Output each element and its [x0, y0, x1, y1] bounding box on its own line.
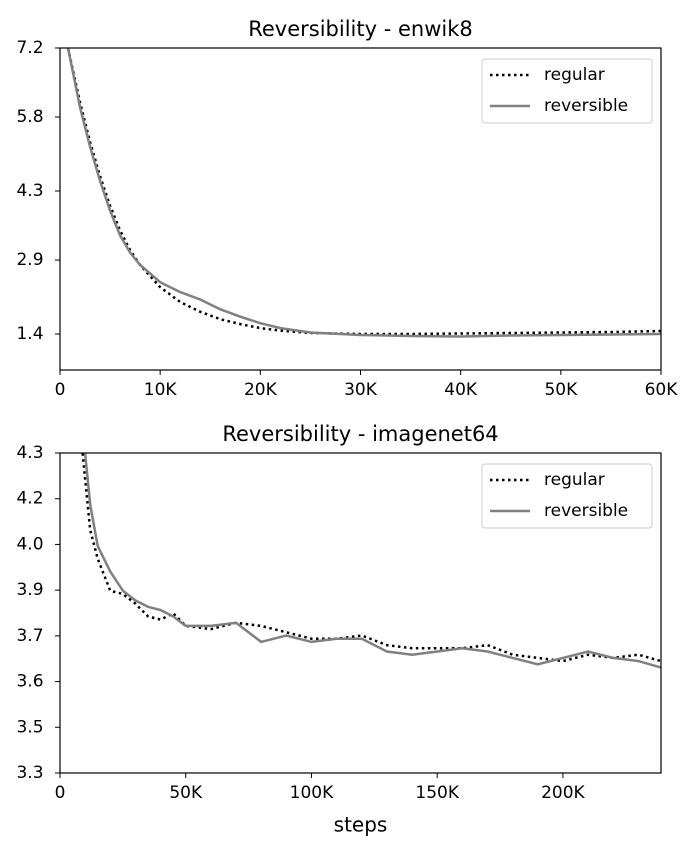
y-tick-label: 7.2	[16, 38, 43, 58]
legend-label: regular	[544, 65, 605, 85]
plot-frame	[59, 452, 662, 774]
y-tick-label: 2.9	[16, 250, 43, 270]
x-tick-label: 40K	[444, 380, 478, 400]
x-tick-label: 10K	[144, 380, 178, 400]
x-tick-label: 20K	[244, 380, 278, 400]
y-tick-label: 4.2	[16, 489, 43, 509]
series-line	[66, 48, 661, 338]
y-tick-label: 5.8	[16, 107, 43, 127]
x-tick-label: 60K	[645, 380, 679, 400]
y-tick-label: 3.9	[16, 580, 43, 600]
x-tick-label: 30K	[344, 380, 378, 400]
x-axis-label: steps	[334, 813, 388, 837]
y-tick-label: 1.4	[16, 324, 43, 344]
chart-title: Reversibility - enwik8	[248, 17, 473, 41]
plot-frame	[59, 47, 662, 371]
x-tick-label: 50K	[169, 783, 203, 803]
y-tick-label: 3.7	[16, 626, 43, 646]
y-tick-label: 3.3	[16, 763, 43, 783]
y-tick-label: 4.3	[16, 443, 43, 463]
chart-title: Reversibility - imagenet64	[222, 422, 498, 446]
x-tick-label: 0	[55, 783, 66, 803]
legend-label: regular	[544, 470, 605, 490]
y-tick-label: 3.5	[16, 717, 43, 737]
series-line	[81, 453, 661, 663]
x-tick-label: 200K	[541, 783, 585, 803]
y-tick-label: 4.0	[16, 534, 43, 554]
x-tick-label: 100K	[290, 783, 334, 803]
x-tick-label: 0	[55, 380, 66, 400]
y-tick-label: 3.6	[16, 672, 43, 692]
y-tick-label: 4.3	[16, 181, 43, 201]
legend-label: reversible	[544, 96, 628, 116]
legend-label: reversible	[544, 501, 628, 521]
x-tick-label: 150K	[415, 783, 459, 803]
x-tick-label: 50K	[544, 380, 578, 400]
series-line	[83, 453, 661, 669]
